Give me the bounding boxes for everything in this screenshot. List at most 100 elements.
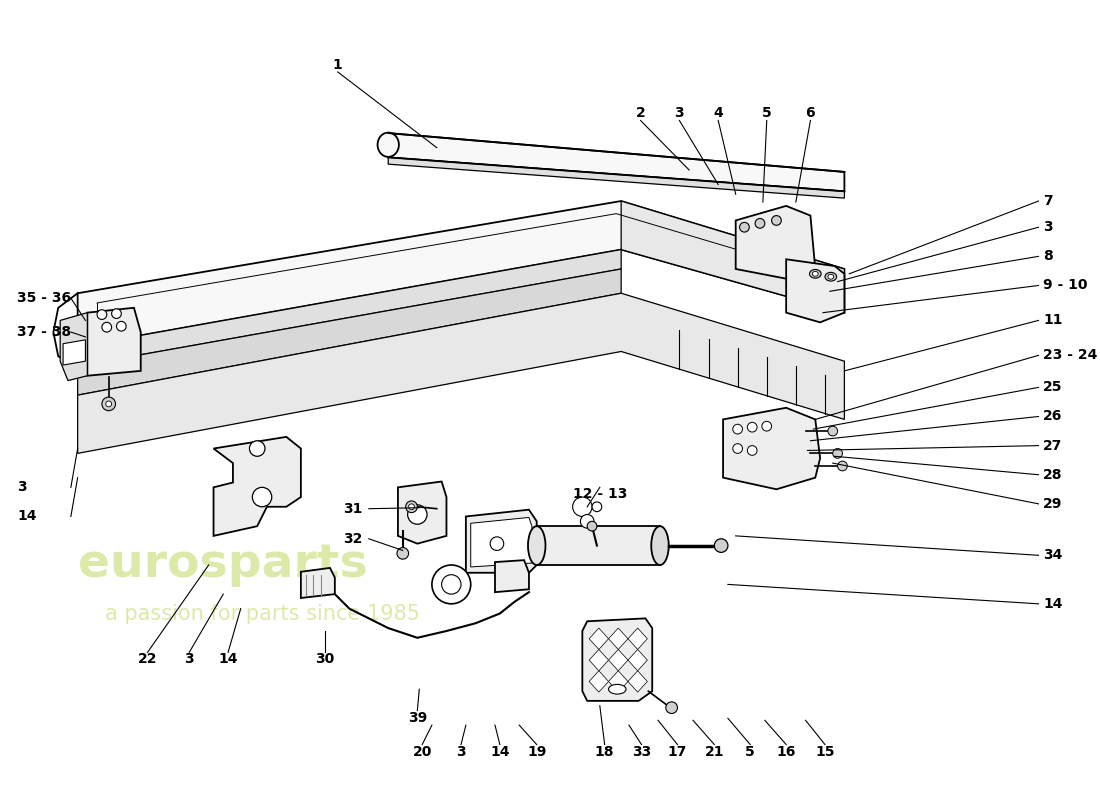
Ellipse shape (828, 274, 834, 279)
Text: 21: 21 (705, 745, 724, 758)
Circle shape (252, 487, 272, 506)
Circle shape (106, 401, 111, 406)
Text: 25: 25 (1044, 380, 1063, 394)
Text: a passion for parts since 1985: a passion for parts since 1985 (104, 603, 419, 623)
Polygon shape (590, 628, 608, 650)
Text: 11: 11 (1044, 314, 1063, 327)
Polygon shape (78, 294, 845, 454)
Text: 37 - 38: 37 - 38 (18, 325, 72, 339)
Polygon shape (78, 201, 845, 346)
Polygon shape (608, 670, 628, 692)
Polygon shape (786, 259, 845, 322)
Circle shape (666, 702, 678, 714)
Circle shape (592, 502, 602, 512)
Ellipse shape (651, 526, 669, 565)
Polygon shape (537, 526, 660, 565)
Polygon shape (213, 437, 301, 536)
Circle shape (397, 547, 408, 559)
Circle shape (441, 574, 461, 594)
Text: 8: 8 (1044, 250, 1053, 263)
Circle shape (97, 310, 107, 319)
Polygon shape (495, 560, 529, 592)
Text: 35 - 36: 35 - 36 (18, 291, 72, 305)
Text: 14: 14 (1044, 597, 1063, 611)
Text: 33: 33 (631, 745, 651, 758)
Text: 39: 39 (408, 710, 427, 725)
Ellipse shape (608, 684, 626, 694)
Text: 3: 3 (18, 480, 28, 494)
Polygon shape (590, 670, 608, 692)
Polygon shape (78, 269, 622, 395)
Text: 27: 27 (1044, 438, 1063, 453)
Polygon shape (628, 628, 648, 650)
Circle shape (102, 397, 116, 410)
Text: 22: 22 (138, 652, 157, 666)
Text: 4: 4 (713, 106, 723, 121)
Text: 18: 18 (595, 745, 615, 758)
Text: 2: 2 (636, 106, 646, 121)
Text: 34: 34 (1044, 548, 1063, 562)
Circle shape (733, 424, 742, 434)
Circle shape (408, 504, 415, 510)
Text: 7: 7 (1044, 194, 1053, 208)
Circle shape (491, 537, 504, 550)
Text: 9 - 10: 9 - 10 (1044, 278, 1088, 293)
Circle shape (581, 514, 594, 528)
Text: 3: 3 (456, 745, 465, 758)
Text: eurosparts: eurosparts (78, 542, 368, 587)
Polygon shape (621, 201, 845, 313)
Ellipse shape (377, 133, 399, 157)
Text: 14: 14 (218, 652, 238, 666)
Text: 15: 15 (815, 745, 835, 758)
Polygon shape (63, 340, 86, 365)
Circle shape (117, 322, 126, 331)
Circle shape (771, 215, 781, 226)
Polygon shape (723, 408, 821, 490)
Text: 16: 16 (777, 745, 795, 758)
Circle shape (833, 449, 843, 458)
Polygon shape (78, 250, 622, 366)
Polygon shape (628, 650, 648, 670)
Polygon shape (388, 158, 845, 198)
Circle shape (733, 444, 742, 454)
Circle shape (828, 426, 837, 436)
Circle shape (747, 422, 757, 432)
Circle shape (739, 222, 749, 232)
Ellipse shape (825, 272, 837, 281)
Text: 6: 6 (805, 106, 815, 121)
Text: 14: 14 (491, 745, 509, 758)
Circle shape (408, 505, 427, 524)
Circle shape (714, 538, 728, 552)
Text: 1: 1 (333, 58, 342, 72)
Polygon shape (471, 518, 532, 567)
Text: 31: 31 (342, 502, 362, 516)
Text: 5: 5 (762, 106, 771, 121)
Circle shape (432, 565, 471, 604)
Circle shape (747, 446, 757, 455)
Text: 23 - 24: 23 - 24 (1044, 348, 1098, 362)
Text: 30: 30 (316, 652, 334, 666)
Ellipse shape (810, 270, 821, 278)
Polygon shape (736, 206, 815, 278)
Text: 28: 28 (1044, 468, 1063, 482)
Text: 26: 26 (1044, 410, 1063, 423)
Circle shape (755, 218, 764, 228)
Text: 5: 5 (746, 745, 755, 758)
Polygon shape (582, 618, 652, 701)
Polygon shape (608, 628, 628, 650)
Text: 3: 3 (674, 106, 684, 121)
Polygon shape (60, 313, 87, 381)
Polygon shape (87, 308, 141, 376)
Text: 3: 3 (1044, 220, 1053, 234)
Text: 32: 32 (342, 532, 362, 546)
Circle shape (587, 522, 597, 531)
Text: 12 - 13: 12 - 13 (573, 487, 627, 502)
Circle shape (406, 501, 417, 513)
Polygon shape (301, 568, 334, 598)
Circle shape (102, 322, 111, 332)
Ellipse shape (528, 526, 546, 565)
Circle shape (762, 422, 771, 431)
Polygon shape (466, 510, 537, 573)
Circle shape (111, 309, 121, 318)
Text: 20: 20 (412, 745, 432, 758)
